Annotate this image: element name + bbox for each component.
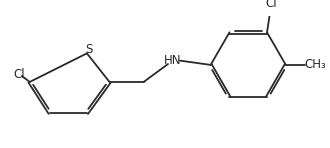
Text: CH₃: CH₃ [304, 58, 326, 71]
Text: HN: HN [163, 54, 181, 67]
Text: S: S [85, 43, 92, 56]
Text: Cl: Cl [265, 0, 277, 10]
Text: Cl: Cl [14, 68, 25, 81]
